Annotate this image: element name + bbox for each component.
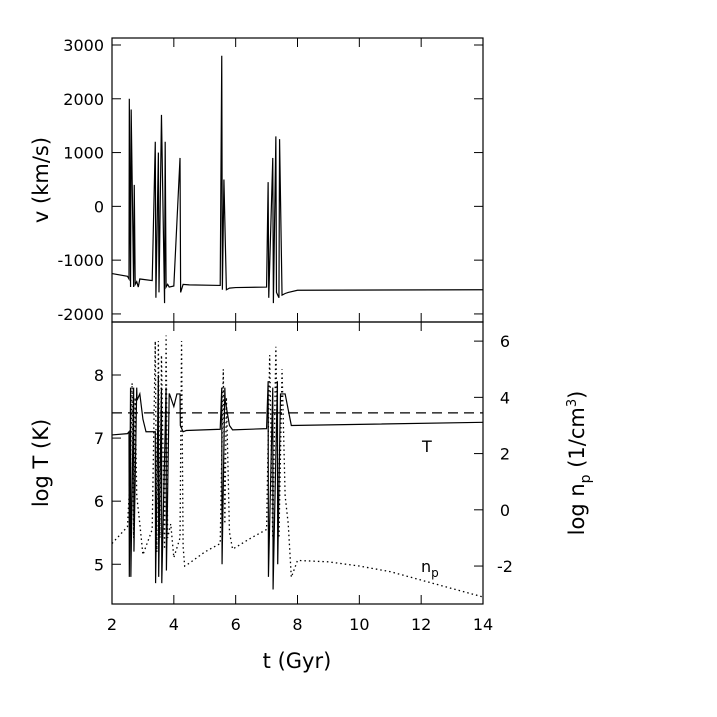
x-tick-label: 4 bbox=[169, 615, 179, 634]
data-line bbox=[111, 374, 484, 590]
label-part: 3 bbox=[565, 399, 580, 407]
x-axis-label: t (Gyr) bbox=[263, 649, 332, 673]
x-tick-label: 12 bbox=[411, 615, 431, 634]
annotation-part: p bbox=[431, 566, 439, 580]
y-tick-label: 7 bbox=[94, 429, 104, 448]
y-tick-label: -2000 bbox=[58, 305, 105, 324]
y-tick-label: 3000 bbox=[63, 36, 104, 55]
x-tick-label: 14 bbox=[473, 615, 493, 634]
y2-tick-label: 2 bbox=[500, 445, 510, 464]
y2-axis-label: log np (1/cm3) bbox=[565, 391, 594, 536]
label-part: (1/cm bbox=[565, 407, 589, 474]
y-axis-label: v (km/s) bbox=[29, 137, 53, 223]
label-part: p bbox=[578, 474, 594, 483]
plot-frame bbox=[111, 37, 484, 323]
x-tick-label: 10 bbox=[349, 615, 369, 634]
x-tick-label: 6 bbox=[231, 615, 241, 634]
annotation: np bbox=[421, 557, 439, 580]
x-tick-label: 2 bbox=[107, 615, 117, 634]
y-tick-label: 5 bbox=[94, 555, 104, 574]
y-tick-label: 8 bbox=[94, 366, 104, 385]
annotation: T bbox=[421, 437, 432, 456]
y-tick-label: 1000 bbox=[63, 144, 104, 163]
y-axis-label: log T (K) bbox=[29, 419, 53, 507]
y2-tick-label: 0 bbox=[500, 501, 510, 520]
data-line bbox=[111, 55, 484, 304]
y2-tick-label: 4 bbox=[500, 388, 510, 407]
y2-tick-label: 6 bbox=[500, 332, 510, 351]
y-tick-label: 2000 bbox=[63, 90, 104, 109]
label-part: log n bbox=[565, 483, 589, 535]
label-part: ) bbox=[565, 391, 589, 399]
y-tick-label: 6 bbox=[94, 492, 104, 511]
y-tick-label: -1000 bbox=[58, 251, 105, 270]
annotation-part: n bbox=[421, 557, 431, 576]
y-tick-label: 0 bbox=[94, 197, 104, 216]
x-tick-label: 8 bbox=[292, 615, 302, 634]
y2-tick-label: -2 bbox=[497, 557, 513, 576]
